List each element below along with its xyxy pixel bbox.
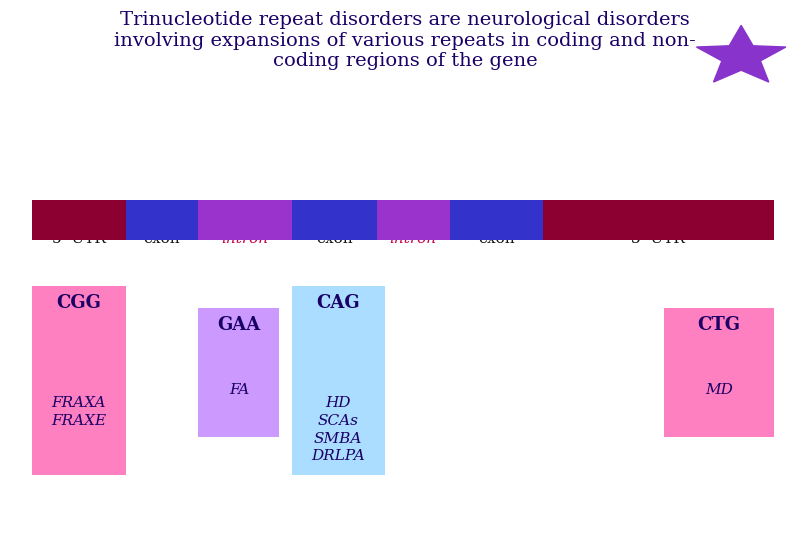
Text: FA: FA bbox=[228, 383, 249, 397]
Polygon shape bbox=[697, 25, 786, 82]
Text: GAA: GAA bbox=[217, 316, 261, 334]
Text: FRAXA
FRAXE: FRAXA FRAXE bbox=[51, 396, 107, 428]
Text: 3’ UTR: 3’ UTR bbox=[631, 232, 685, 246]
Text: HD
SCAs
SMBA
DRLPA: HD SCAs SMBA DRLPA bbox=[311, 396, 365, 463]
Bar bbox=[450, 200, 543, 240]
Bar bbox=[664, 308, 774, 437]
Bar bbox=[32, 286, 126, 475]
Text: intron: intron bbox=[221, 232, 269, 246]
Bar bbox=[377, 200, 450, 240]
Text: intron: intron bbox=[390, 232, 437, 246]
Text: CAG: CAG bbox=[317, 294, 360, 312]
Bar bbox=[292, 200, 377, 240]
Text: MD: MD bbox=[705, 383, 733, 397]
Text: exon: exon bbox=[478, 232, 514, 246]
Bar bbox=[32, 200, 126, 240]
Text: CGG: CGG bbox=[57, 294, 101, 312]
Bar bbox=[198, 308, 279, 437]
Bar bbox=[198, 200, 292, 240]
Text: exon: exon bbox=[316, 232, 352, 246]
Text: Trinucleotide repeat disorders are neurological disorders
involving expansions o: Trinucleotide repeat disorders are neuro… bbox=[114, 11, 696, 70]
Bar bbox=[543, 200, 774, 240]
Bar bbox=[292, 286, 385, 475]
Text: 5’ UTR: 5’ UTR bbox=[52, 232, 106, 246]
Bar bbox=[126, 200, 198, 240]
Text: exon: exon bbox=[143, 232, 181, 246]
Text: CTG: CTG bbox=[697, 316, 740, 334]
